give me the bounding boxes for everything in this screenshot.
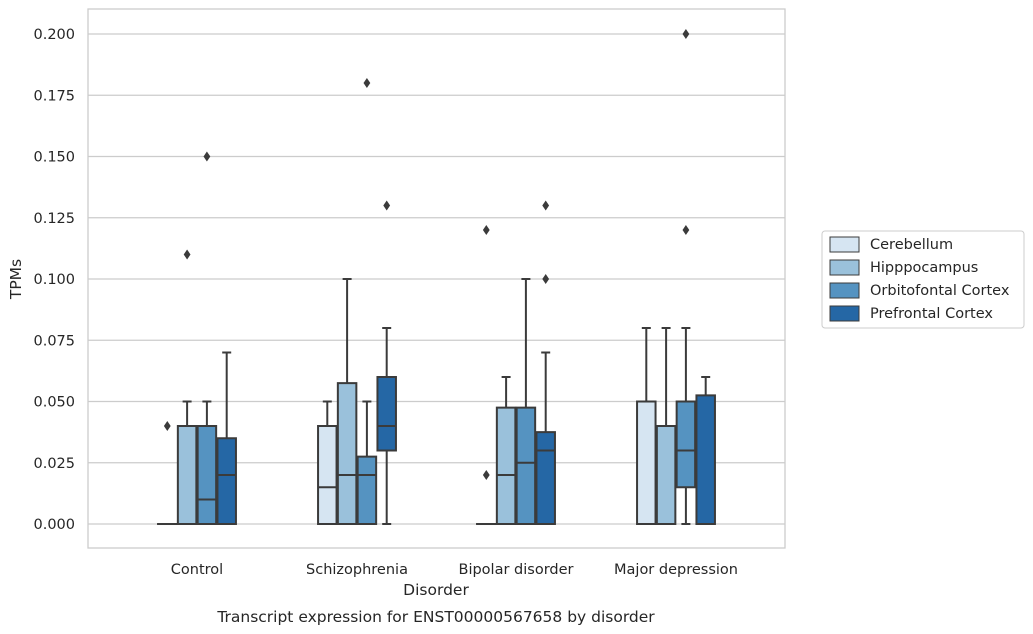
box-body: [356, 455, 378, 525]
outlier-point: [163, 421, 171, 431]
box-body: [535, 431, 556, 525]
legend-swatch: [829, 305, 860, 322]
box-body: [376, 376, 397, 452]
y-tick-label: 0.200: [33, 27, 75, 43]
x-axis-label: Disorder: [403, 581, 469, 599]
y-axis-label: TPMs: [7, 259, 25, 300]
y-tick-label: 0.050: [33, 395, 75, 411]
legend-label: Orbitofontal Cortex: [870, 283, 1010, 299]
box-body: [515, 406, 537, 525]
box-hipppocampus: [495, 376, 517, 525]
plot-frame: [87, 8, 786, 549]
box-body: [636, 400, 657, 525]
y-tick-label: 0.150: [33, 150, 75, 166]
box-prefrontal-cortex: [695, 376, 716, 525]
box-body: [695, 394, 716, 525]
box-hipppocampus: [655, 327, 677, 525]
outlier-point: [482, 225, 490, 235]
box-orbitofontal-cortex: [515, 278, 537, 525]
box-body: [176, 425, 198, 525]
legend-frame: [821, 230, 1025, 329]
y-tick-label: 0.175: [33, 88, 75, 104]
legend: Cerebellum Hipppocampus Orbitofontal Corte…: [821, 230, 1025, 329]
y-tick-label: 0.100: [33, 272, 75, 288]
legend-swatch: [829, 236, 860, 253]
x-tick-label: Schizophrenia: [306, 562, 408, 578]
box-prefrontal-cortex: [535, 200, 556, 525]
x-tick-label: Major depression: [614, 562, 738, 578]
box-body: [336, 382, 358, 525]
y-tick-label: 0.075: [33, 333, 75, 349]
box-prefrontal-cortex: [216, 351, 237, 525]
outlier-point: [383, 200, 391, 211]
chart-caption: Transcript expression for ENST0000056765…: [216, 608, 655, 626]
x-tick-label: Control: [171, 562, 223, 578]
outlier-point: [682, 225, 690, 235]
box-orbitofontal-cortex: [356, 78, 378, 525]
y-tick-label: 0.000: [33, 517, 75, 533]
box-body: [495, 406, 517, 525]
box-body: [216, 437, 237, 525]
box-body: [655, 425, 677, 525]
legend-label: Hipppocampus: [870, 260, 978, 276]
legend-swatch: [829, 282, 860, 299]
y-tick-labels: 0.000 0.025 0.050 0.075 0.100 0.125 0.150 0.175…: [33, 27, 75, 533]
outlier-point: [682, 29, 690, 39]
boxes: [157, 29, 716, 526]
box-hipppocampus: [176, 249, 198, 525]
legend-label: Prefrontal Cortex: [870, 306, 993, 322]
x-tick-label: Bipolar disorder: [459, 562, 574, 578]
outlier-point: [363, 78, 371, 88]
outlier-point: [542, 200, 550, 211]
box-hipppocampus: [336, 278, 358, 525]
box-body: [675, 400, 697, 489]
outlier-point: [183, 249, 191, 260]
legend-label: Cerebellum: [870, 237, 953, 253]
outlier-point: [482, 470, 490, 480]
legend-swatch: [829, 259, 860, 276]
box-orbitofontal-cortex: [675, 29, 697, 525]
box-cerebellum: [317, 400, 338, 525]
box-cerebellum: [476, 225, 497, 526]
box-body: [317, 425, 338, 525]
x-tick-labels: Control Schizophrenia Bipolar disorder Majo…: [171, 562, 738, 578]
box-body: [196, 425, 218, 525]
box-orbitofontal-cortex: [196, 151, 218, 525]
y-tick-label: 0.125: [33, 211, 75, 227]
y-tick-label: 0.025: [33, 456, 75, 472]
box-cerebellum: [636, 327, 657, 525]
outlier-point: [203, 151, 211, 162]
box-cerebellum: [157, 421, 178, 526]
outlier-point: [542, 274, 550, 284]
box-prefrontal-cortex: [376, 200, 397, 525]
